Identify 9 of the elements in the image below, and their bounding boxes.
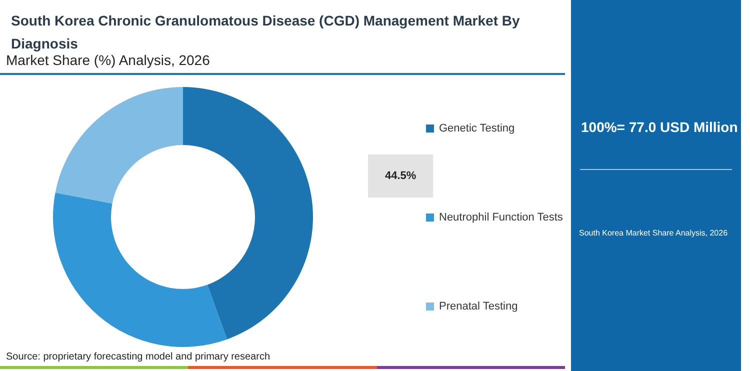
source-note: Source: proprietary forecasting model and primary research [6,352,270,362]
legend-label: Genetic Testing [439,122,515,134]
chart-title: South Korea Chronic Granulomatous Disease (CGD) Management Market By Diagnosis [11,12,524,52]
text: South Korea Market Share Analysis, 2026 [579,228,728,238]
chart-subtitle: Market Share (%) Analysis, 2026 [6,52,210,68]
legend-label: Neutrophil Function Tests [439,212,564,224]
text: 100%= 77.0 USD Million [581,119,738,135]
legend-label: Prenatal Testing [439,300,518,312]
data-label: 44.5% [385,170,416,182]
